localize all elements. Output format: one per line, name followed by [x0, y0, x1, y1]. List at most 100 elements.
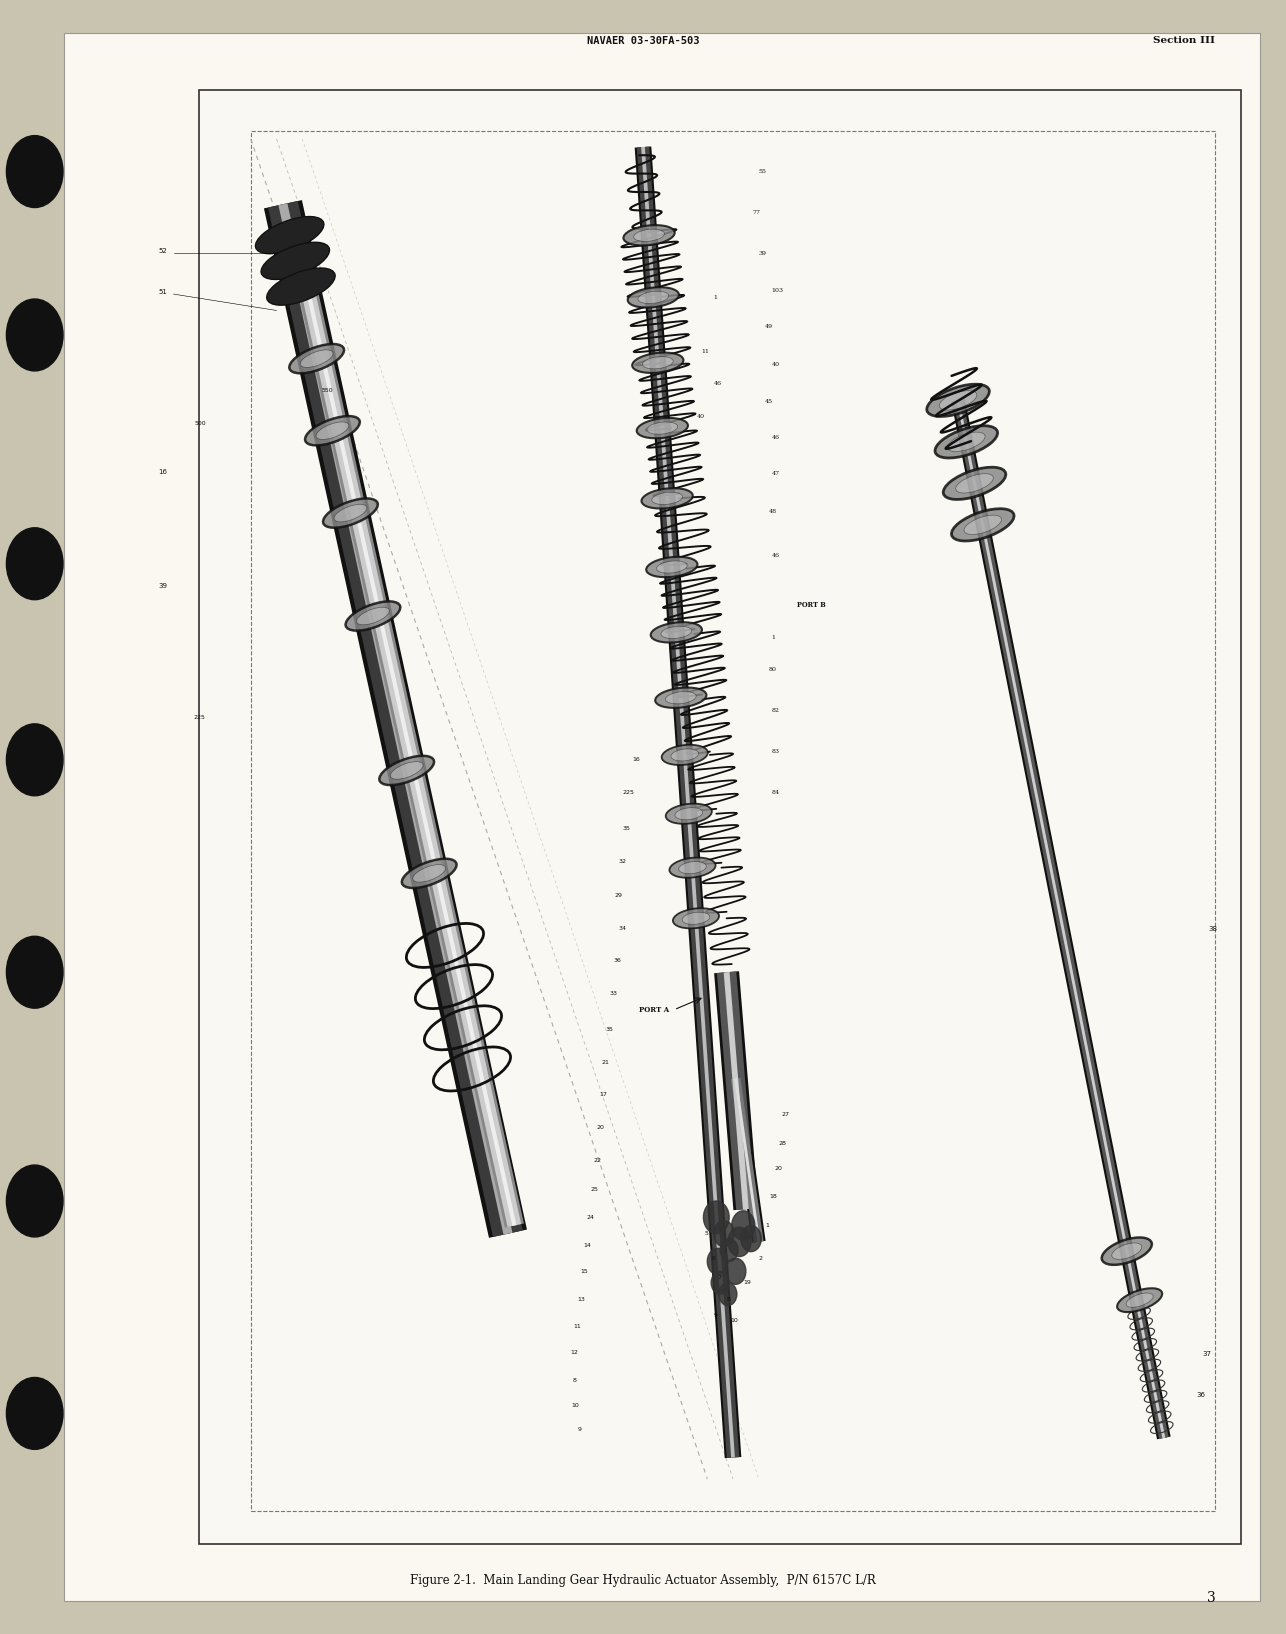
Text: 40: 40: [697, 413, 705, 420]
Text: Section III: Section III: [1154, 36, 1215, 46]
Ellipse shape: [952, 508, 1015, 541]
Circle shape: [6, 136, 63, 208]
Text: 52: 52: [158, 248, 167, 255]
Ellipse shape: [665, 691, 696, 704]
Text: PORT A: PORT A: [639, 1007, 669, 1013]
Ellipse shape: [642, 489, 693, 508]
Circle shape: [711, 1271, 729, 1294]
Ellipse shape: [401, 859, 457, 887]
Text: 13: 13: [577, 1296, 585, 1302]
Text: 37: 37: [1202, 1351, 1211, 1358]
Ellipse shape: [334, 505, 367, 521]
Text: 32: 32: [619, 858, 626, 864]
Ellipse shape: [256, 217, 324, 253]
Text: 6: 6: [711, 1255, 715, 1261]
Text: 83: 83: [772, 748, 779, 755]
Text: 36: 36: [613, 958, 621, 964]
Circle shape: [725, 1258, 746, 1284]
Text: 21: 21: [602, 1059, 610, 1065]
Ellipse shape: [624, 225, 675, 245]
Ellipse shape: [673, 909, 719, 928]
Ellipse shape: [943, 467, 1006, 500]
Ellipse shape: [413, 864, 446, 882]
Ellipse shape: [638, 291, 669, 304]
Ellipse shape: [935, 426, 998, 458]
Text: 80: 80: [769, 667, 777, 673]
Circle shape: [732, 1211, 755, 1240]
Ellipse shape: [948, 431, 985, 451]
Text: PORT B: PORT B: [797, 601, 826, 608]
Text: 225: 225: [622, 789, 634, 796]
Ellipse shape: [346, 601, 400, 631]
Text: 15: 15: [580, 1268, 588, 1275]
Text: 48: 48: [769, 508, 777, 515]
Text: 550: 550: [322, 389, 333, 394]
Ellipse shape: [628, 288, 679, 307]
Ellipse shape: [666, 804, 712, 824]
Circle shape: [6, 528, 63, 600]
Ellipse shape: [651, 623, 702, 642]
Ellipse shape: [670, 858, 715, 877]
Circle shape: [6, 1377, 63, 1449]
Ellipse shape: [261, 242, 329, 279]
Ellipse shape: [356, 608, 390, 624]
Text: 18: 18: [769, 1193, 777, 1199]
Text: 35: 35: [622, 825, 630, 832]
Text: 84: 84: [772, 789, 779, 796]
Text: 36: 36: [1196, 1392, 1205, 1399]
Ellipse shape: [316, 422, 349, 440]
Text: 25: 25: [590, 1186, 598, 1193]
Ellipse shape: [379, 757, 435, 784]
Ellipse shape: [927, 384, 989, 417]
Ellipse shape: [661, 626, 692, 639]
Text: 38: 38: [1209, 926, 1218, 933]
Text: 45: 45: [765, 399, 773, 405]
Ellipse shape: [964, 515, 1002, 534]
Text: NAVAER 03-30FA-503: NAVAER 03-30FA-503: [586, 36, 700, 46]
Text: 7: 7: [718, 1275, 721, 1281]
Ellipse shape: [652, 492, 683, 505]
Text: 3: 3: [1206, 1592, 1215, 1605]
Text: 2: 2: [759, 1255, 763, 1261]
Text: 33: 33: [610, 990, 617, 997]
Text: 29: 29: [615, 892, 622, 899]
Ellipse shape: [323, 498, 378, 528]
Ellipse shape: [656, 560, 687, 574]
Ellipse shape: [390, 761, 423, 779]
Ellipse shape: [305, 417, 360, 446]
Circle shape: [720, 1239, 738, 1261]
Ellipse shape: [662, 745, 707, 765]
Circle shape: [741, 1226, 761, 1252]
Text: 19: 19: [743, 1279, 751, 1286]
Text: 46: 46: [772, 552, 779, 559]
Circle shape: [707, 1248, 728, 1275]
Ellipse shape: [647, 422, 678, 435]
Text: 11: 11: [574, 1324, 581, 1330]
Circle shape: [6, 299, 63, 371]
Ellipse shape: [1102, 1237, 1152, 1265]
Text: 46: 46: [714, 381, 721, 387]
Ellipse shape: [1127, 1292, 1154, 1307]
Ellipse shape: [955, 474, 993, 493]
Ellipse shape: [300, 350, 333, 368]
Text: 225: 225: [194, 716, 206, 721]
Ellipse shape: [682, 912, 710, 925]
Text: 82: 82: [772, 708, 779, 714]
Text: 10: 10: [571, 1402, 579, 1409]
Circle shape: [714, 1221, 734, 1247]
Text: 47: 47: [772, 471, 779, 477]
Text: 14: 14: [584, 1242, 592, 1248]
Ellipse shape: [633, 353, 683, 373]
Text: 1: 1: [714, 294, 718, 301]
Ellipse shape: [637, 418, 688, 438]
Circle shape: [719, 1283, 737, 1306]
Text: 24: 24: [586, 1214, 594, 1221]
Text: 8: 8: [572, 1377, 576, 1384]
Text: 103: 103: [772, 288, 783, 294]
Bar: [251, 131, 1215, 1511]
Text: 55: 55: [759, 168, 766, 175]
Text: 16: 16: [633, 757, 640, 763]
Text: 40: 40: [772, 361, 779, 368]
Text: 77: 77: [752, 209, 760, 216]
Text: 500: 500: [194, 422, 206, 426]
